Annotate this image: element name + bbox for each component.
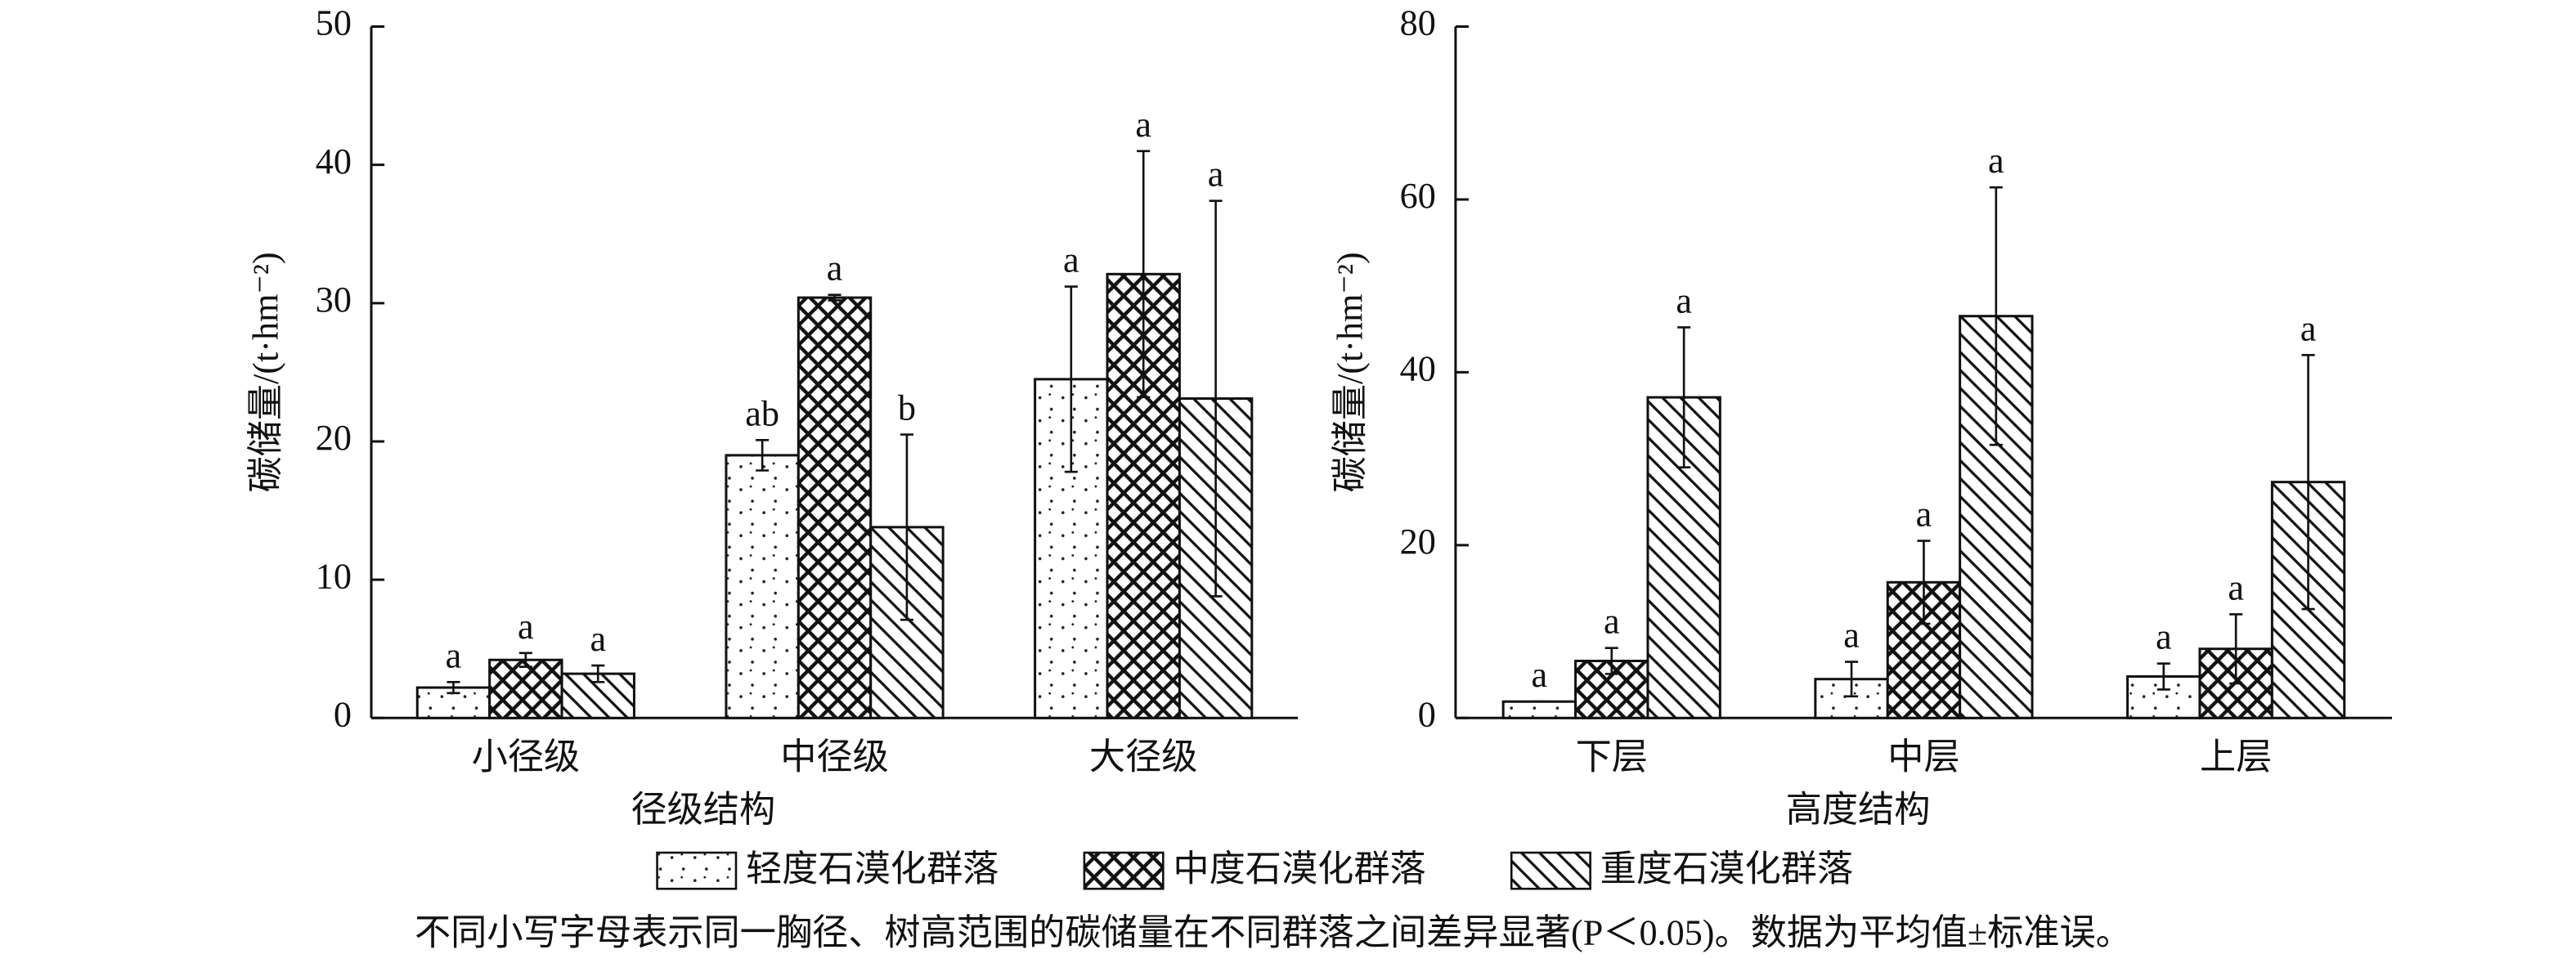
note: 不同小写字母表示同一胸径、树高范围的碳储量在不同群落之间差异显著(P＜0.05)… xyxy=(415,913,2132,953)
significance-letter: b xyxy=(898,388,916,428)
y-tick-label: 50 xyxy=(316,3,352,43)
significance-letter: a xyxy=(827,249,843,289)
legend-label: 重度石漠化群落 xyxy=(1600,849,1853,889)
error-bar xyxy=(1845,661,1859,698)
error-bar xyxy=(756,438,770,472)
error-bar xyxy=(518,652,532,669)
legend-swatch xyxy=(1083,851,1165,890)
significance-letter: a xyxy=(1843,616,1860,656)
significance-letter: a xyxy=(1135,105,1151,145)
error-bar xyxy=(900,433,913,621)
y-tick-label: 10 xyxy=(316,556,352,596)
error-bar xyxy=(1604,647,1618,675)
error-bar xyxy=(591,664,605,683)
x-tick-label: 大径级 xyxy=(1089,737,1198,777)
x-axis-label: 高度结构 xyxy=(1786,790,1931,830)
x-tick-label: 下层 xyxy=(1576,737,1648,777)
error-bar xyxy=(447,681,460,695)
bar xyxy=(725,454,800,719)
y-tick-label: 40 xyxy=(1400,349,1436,389)
y-axis-label: 碳储量/(t·hm⁻²) xyxy=(1330,252,1370,492)
y-axis-label: 碳储量/(t·hm⁻²) xyxy=(246,252,286,492)
significance-letter: a xyxy=(2300,308,2317,348)
y-tick-label: 0 xyxy=(334,694,352,734)
significance-letter: a xyxy=(1916,495,1932,535)
significance-letter: a xyxy=(1988,141,2004,181)
legend-swatch xyxy=(656,851,738,890)
legend-swatch xyxy=(1510,851,1591,890)
significance-letter: a xyxy=(1208,155,1224,195)
error-bar xyxy=(1917,540,1931,625)
error-bar xyxy=(1677,326,1691,469)
significance-letter: ab xyxy=(745,393,779,433)
significance-letter: a xyxy=(1676,280,1692,320)
bar xyxy=(488,658,563,719)
x-tick-label: 上层 xyxy=(2200,737,2272,777)
significance-letter: a xyxy=(590,619,606,659)
y-tick-label: 30 xyxy=(316,280,352,320)
error-bar xyxy=(1989,186,2003,446)
error-bar xyxy=(2229,613,2243,685)
error-bar xyxy=(2301,353,2315,611)
significance-letter: a xyxy=(446,635,462,675)
error-bar xyxy=(1064,285,1078,473)
bar xyxy=(1501,700,1577,719)
significance-letter: a xyxy=(1063,240,1079,280)
error-bar xyxy=(2156,662,2170,691)
x-tick-label: 中径级 xyxy=(780,737,889,777)
y-tick-label: 60 xyxy=(1400,176,1436,216)
error-bar xyxy=(828,293,841,302)
x-axis-label: 径级结构 xyxy=(631,790,775,830)
error-bar xyxy=(1209,199,1223,598)
legend-label: 轻度石漠化群落 xyxy=(746,849,999,889)
x-tick-label: 中层 xyxy=(1887,737,1959,777)
x-tick-label: 小径级 xyxy=(472,737,581,777)
significance-letter: a xyxy=(1532,655,1548,695)
significance-letter: a xyxy=(1604,602,1620,642)
y-tick-label: 0 xyxy=(1418,694,1436,734)
legend-label: 中度石漠化群落 xyxy=(1173,849,1425,889)
significance-letter: a xyxy=(2228,567,2244,607)
y-tick-label: 20 xyxy=(316,418,352,458)
y-tick-label: 80 xyxy=(1400,3,1436,43)
bar xyxy=(797,296,873,719)
significance-letter: a xyxy=(2156,617,2172,657)
error-bar xyxy=(1137,150,1151,399)
y-tick-label: 20 xyxy=(1400,522,1436,562)
significance-letter: a xyxy=(518,607,534,647)
y-tick-label: 40 xyxy=(316,141,352,181)
